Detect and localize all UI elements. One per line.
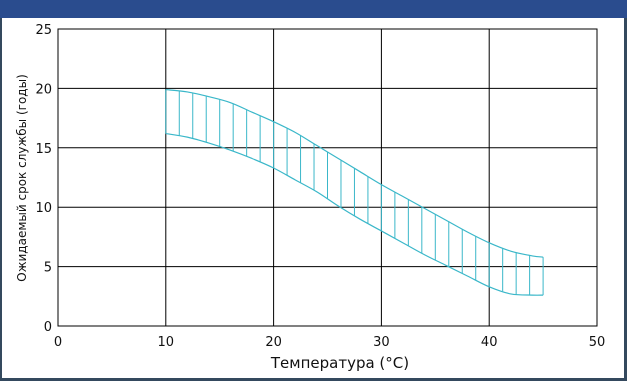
y-tick-label: 5 bbox=[44, 261, 52, 276]
y-tick-label: 20 bbox=[35, 82, 52, 97]
x-tick-labels: 0 10 20 30 40 50 bbox=[54, 335, 605, 350]
y-axis-label: Ожидаемый срок службы (годы) bbox=[15, 74, 29, 282]
x-axis-label: Температура (°C) bbox=[270, 354, 409, 372]
y-tick-label: 0 bbox=[44, 320, 52, 335]
upper-bound-line bbox=[165, 88, 544, 258]
lower-bound-line bbox=[165, 132, 544, 296]
x-tick-label: 50 bbox=[589, 335, 606, 350]
x-tick-label: 20 bbox=[265, 335, 282, 350]
y-tick-label: 25 bbox=[35, 23, 52, 38]
plot-frame bbox=[57, 28, 598, 327]
window-top-bar bbox=[0, 0, 627, 18]
x-tick-label: 30 bbox=[373, 335, 390, 350]
x-tick-label: 0 bbox=[54, 335, 62, 350]
x-tick-label: 40 bbox=[481, 335, 498, 350]
life-band bbox=[165, 88, 544, 296]
y-tick-label: 10 bbox=[35, 201, 52, 216]
y-tick-labels: 0 5 10 15 20 25 bbox=[35, 23, 52, 335]
x-tick-label: 10 bbox=[158, 335, 175, 350]
grid-lines bbox=[57, 28, 598, 327]
y-tick-label: 15 bbox=[35, 142, 52, 157]
